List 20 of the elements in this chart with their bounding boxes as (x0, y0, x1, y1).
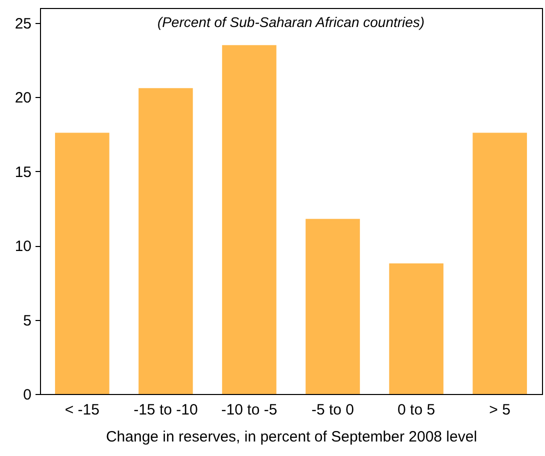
x-tick-label: < -15 (64, 402, 100, 418)
y-tick-label: 15 (14, 164, 32, 181)
x-axis-title: Change in reserves, in percent of September 2008 level (106, 428, 478, 446)
chart-title: (Percent of Sub-Saharan African countries) (157, 14, 425, 30)
x-tick-label: > 5 (489, 402, 510, 418)
x-tick-label: -10 to -5 (221, 402, 278, 418)
x-tick-label: -5 to 0 (312, 402, 354, 418)
y-tick-label: 20 (14, 90, 32, 107)
bar (472, 132, 527, 394)
x-tick-label: -15 to -10 (134, 402, 198, 418)
x-tick-label: 0 to 5 (398, 402, 436, 418)
bar (389, 263, 444, 394)
bar (55, 132, 110, 394)
y-tick-label: 25 (14, 15, 32, 32)
bar (306, 218, 360, 394)
y-tick-label: 5 (23, 312, 32, 330)
y-tick-label: 0 (23, 386, 32, 404)
bar (138, 88, 193, 394)
y-tick-label: 10 (14, 238, 32, 256)
bar (222, 45, 276, 394)
